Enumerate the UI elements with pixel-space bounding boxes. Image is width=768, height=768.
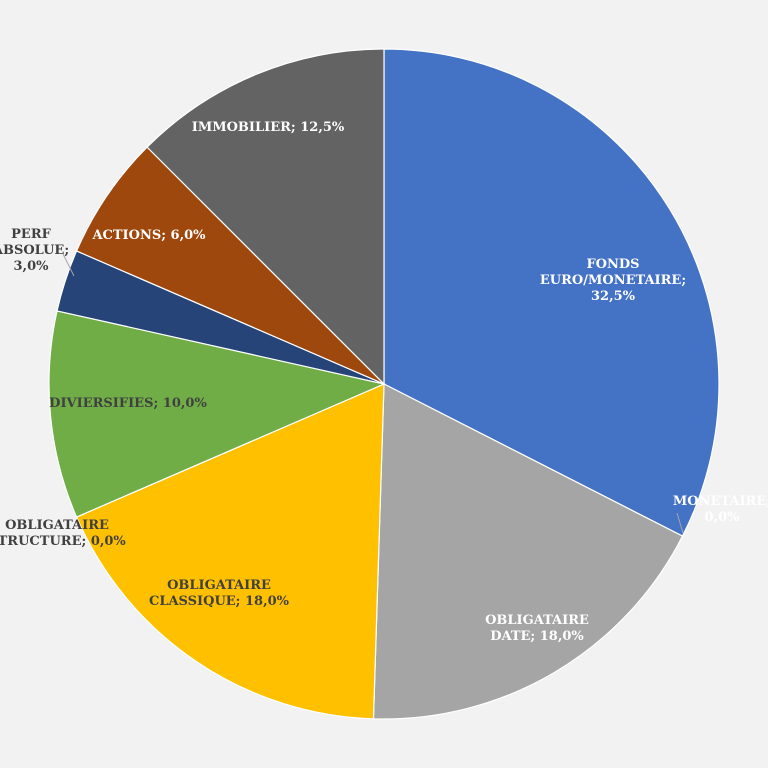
- pie-slice-obligataire-date: [372, 383, 684, 720]
- pie-slice-obligataire-classique: [75, 383, 385, 720]
- data-label-obligataire-classique: OBLIGATAIRE CLASSIQUE; 18,0%: [149, 578, 290, 609]
- pie-slice-diviersifies: [48, 310, 386, 518]
- data-label-fonds-euro-monetaire: FONDS EURO/MONETAIRE; 32,5%: [540, 257, 686, 304]
- pie-slice-fonds-euro-monetaire: [383, 48, 720, 537]
- leader-line: [676, 512, 684, 534]
- pie-slice-actions: [75, 146, 385, 385]
- leader-line: [62, 253, 75, 277]
- data-label-obligataire-structure: OBLIGATAIRE STRUCTURE; 0,0%: [0, 518, 126, 549]
- data-label-obligataire-date: OBLIGATAIRE DATE; 18,0%: [485, 613, 589, 644]
- data-label-monetaire: MONETAIRE; 0,0%: [673, 494, 768, 525]
- pie-slice-immobilier: [146, 48, 385, 386]
- data-label-actions: ACTIONS; 6,0%: [91, 228, 206, 243]
- data-label-diviersifies: DIVIERSIFIES; 10,0%: [49, 396, 207, 411]
- data-label-immobilier: IMMOBILIER; 12,5%: [192, 120, 345, 135]
- data-label-perf-absolue: PERF ABSOLUE; 3,0%: [0, 227, 69, 274]
